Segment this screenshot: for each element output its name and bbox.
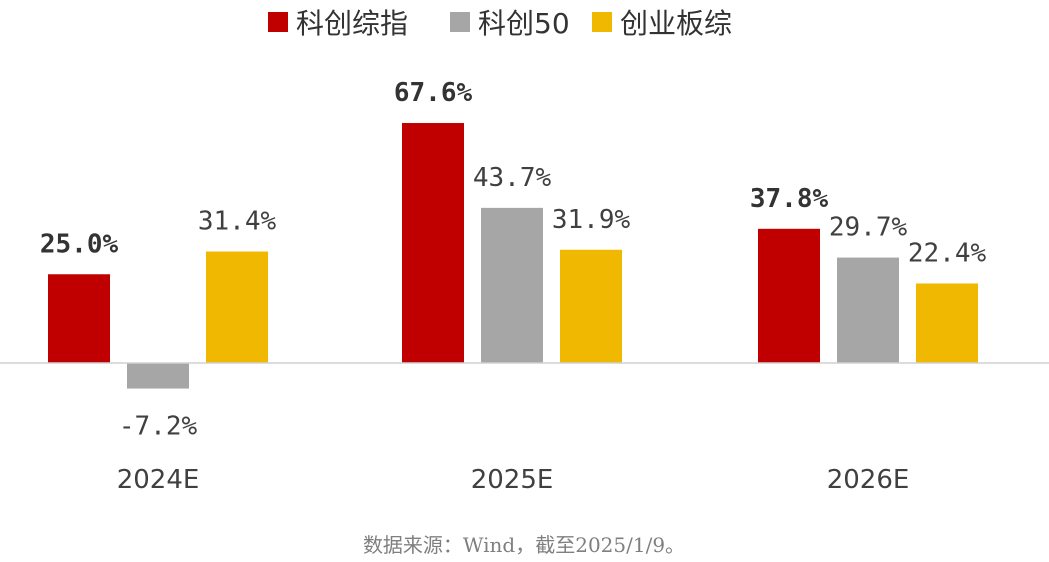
legend-swatch-2 [592, 12, 612, 32]
bar-0-1 [402, 123, 464, 364]
value-label-1-2: 29.7% [829, 213, 908, 243]
source-note: 数据来源：Wind，截至2025/1/9。 [363, 533, 685, 557]
category-label-2: 2026E [827, 465, 910, 495]
bar-1-1 [481, 207, 543, 363]
legend-label-0: 科创综指 [296, 7, 408, 40]
legend-swatch-0 [268, 12, 288, 32]
legend-label-2: 创业板综 [620, 7, 732, 40]
category-label-0: 2024E [117, 465, 200, 495]
value-label-2-2: 22.4% [908, 238, 987, 268]
legend: 科创综指 科创50 创业板综 [268, 7, 732, 40]
value-label-1-0: -7.2% [119, 412, 198, 442]
bar-2-1 [560, 249, 622, 363]
legend-swatch-1 [450, 12, 470, 32]
value-label-2-1: 31.9% [552, 205, 631, 235]
bar-1-0 [127, 363, 189, 389]
category-labels-group: 2024E 2025E 2026E [117, 465, 910, 495]
bar-2-0 [206, 251, 268, 363]
bar-0-2 [758, 228, 820, 363]
category-label-1: 2025E [471, 465, 554, 495]
value-label-0-0: 25.0% [40, 229, 119, 259]
bar-2-2 [916, 283, 978, 363]
bars-group [48, 123, 978, 389]
value-label-1-1: 43.7% [473, 163, 552, 193]
value-labels-group: 25.0% 67.6% 37.8% -7.2% 43.7% 29.7% 31.4% 31.9%… [40, 78, 987, 442]
bar-1-2 [837, 257, 899, 363]
bar-0-0 [48, 274, 110, 363]
value-label-0-2: 37.8% [750, 184, 829, 214]
legend-label-1: 科创50 [478, 7, 570, 40]
value-label-2-0: 31.4% [198, 207, 277, 237]
value-label-0-1: 67.6% [394, 78, 473, 108]
